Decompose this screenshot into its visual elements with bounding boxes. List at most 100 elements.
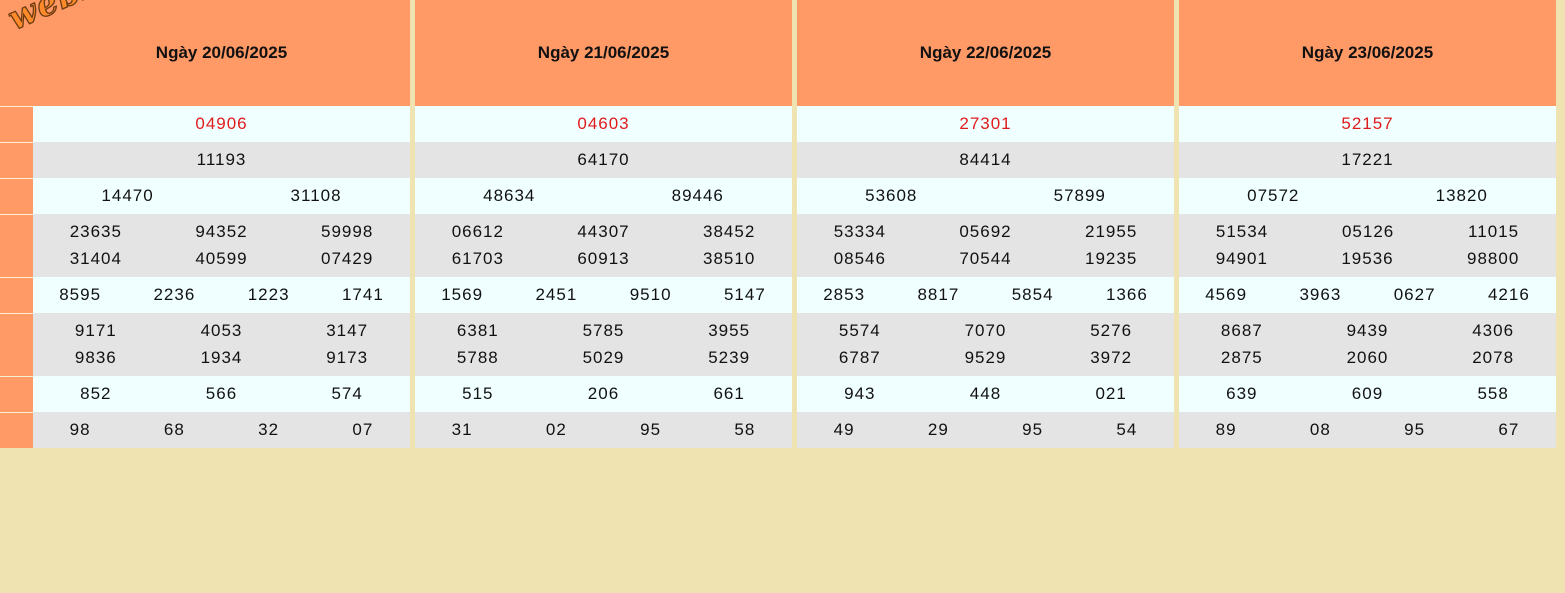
prize-number: 1741	[341, 285, 384, 304]
prize-number: 05692	[959, 222, 1012, 241]
prize-number: 9529	[964, 348, 1007, 367]
special-prize-row: 52157	[1179, 106, 1556, 142]
prize-number: 574	[331, 384, 363, 403]
seventh-prize-row: 98 68 32 07	[33, 412, 410, 448]
prize-number: 8687	[1220, 321, 1263, 340]
sixth-prize-label-cell	[0, 376, 33, 412]
prize-number: 06612	[451, 222, 504, 241]
prize-number: 2451	[535, 285, 578, 304]
prize-number: 31	[451, 420, 473, 439]
prize-number: 7070	[964, 321, 1007, 340]
prize-number: 94901	[1215, 249, 1268, 268]
prize-number: 609	[1351, 384, 1384, 403]
prize-number: 6787	[838, 348, 881, 367]
prize-number: 08	[1309, 420, 1331, 439]
fourth-prize-row: 8595 2236 1223 1741	[33, 277, 410, 313]
prize-number: 05126	[1341, 222, 1395, 241]
prize-number: 4306	[1472, 321, 1515, 340]
prize-number: 0627	[1393, 285, 1436, 304]
prize-number: 558	[1477, 384, 1509, 403]
sixth-prize-row: 515 206 661	[415, 376, 792, 412]
prize-number: 07	[352, 420, 374, 439]
prize-number: 32	[258, 420, 280, 439]
prize-number: 60913	[577, 249, 630, 268]
prize-number: 3972	[1090, 348, 1133, 367]
sixth-prize-row: 639 609 558	[1179, 376, 1556, 412]
prize-number: 08546	[833, 249, 886, 268]
day-column: Ngày 23/06/2025 52157 17221 07572 13820 51534…	[1179, 0, 1556, 448]
prize-number: 5147	[723, 285, 766, 304]
prize-number: 04603	[577, 114, 630, 133]
fourth-prize-row: 4569 3963 0627 4216	[1179, 277, 1556, 313]
prize-number: 5276	[1090, 321, 1133, 340]
first-prize-row: 84414	[797, 142, 1174, 178]
third-prize-row: 51534 05126 11015 94901 19536 98800	[1179, 214, 1556, 277]
sixth-prize-row: 943 448 021	[797, 376, 1174, 412]
second-prize-row: 53608 57899	[797, 178, 1174, 214]
seventh-prize-row: 31 02 95 58	[415, 412, 792, 448]
second-prize-row: 07572 13820	[1179, 178, 1556, 214]
prize-number: 1223	[247, 285, 290, 304]
prize-number: 95	[1022, 420, 1044, 439]
prize-number: 98	[69, 420, 91, 439]
prize-number: 11193	[196, 150, 247, 169]
prize-number: 40599	[195, 249, 248, 268]
third-prize-row: 06612 44307 38452 61703 60913 38510	[415, 214, 792, 277]
prize-number: 661	[713, 384, 745, 403]
prize-number: 31108	[290, 186, 342, 205]
prize-number: 21955	[1085, 222, 1138, 241]
prize-number: 2060	[1346, 348, 1389, 367]
prize-number: 8817	[917, 285, 960, 304]
day-column: Ngày 22/06/2025 27301 84414 53608 57899 53334…	[797, 0, 1174, 448]
prize-number: 07572	[1247, 186, 1300, 205]
prize-number: 5574	[838, 321, 881, 340]
prize-number: 19235	[1085, 249, 1138, 268]
second-prize-row: 48634 89446	[415, 178, 792, 214]
special-prize-row: 27301	[797, 106, 1174, 142]
fifth-prize-row: 6381 5785 3955 5788 5029 5239	[415, 313, 792, 376]
prize-number: 89446	[671, 186, 724, 205]
special-prize-row: 04603	[415, 106, 792, 142]
prize-number: 07429	[321, 249, 374, 268]
second-prize-label-cell	[0, 178, 33, 214]
prize-number: 448	[969, 384, 1002, 403]
prize-number: 04906	[195, 114, 248, 133]
prize-number: 3963	[1299, 285, 1342, 304]
fifth-prize-label-cell	[0, 313, 33, 376]
prize-number: 31404	[69, 249, 122, 268]
seventh-prize-row: 49 29 95 54	[797, 412, 1174, 448]
prize-number: 95	[1404, 420, 1426, 439]
prize-number: 95	[640, 420, 662, 439]
prize-number: 67	[1498, 420, 1520, 439]
seventh-prize-label-cell	[0, 412, 33, 448]
fourth-prize-row: 2853 8817 5854 1366	[797, 277, 1174, 313]
prize-number: 14470	[101, 186, 154, 205]
prize-number: 1934	[200, 348, 243, 367]
prize-number: 61703	[451, 249, 504, 268]
prize-number: 2853	[823, 285, 866, 304]
prize-number: 98800	[1467, 249, 1520, 268]
prize-number: 021	[1095, 384, 1127, 403]
prize-number: 4569	[1205, 285, 1248, 304]
prize-number: 9173	[326, 348, 369, 367]
fourth-prize-label-cell	[0, 277, 33, 313]
prize-number: 9439	[1346, 321, 1389, 340]
prize-label-column	[0, 0, 33, 448]
first-prize-row: 11193	[33, 142, 410, 178]
fifth-prize-row: 8687 9439 4306 2875 2060 2078	[1179, 313, 1556, 376]
prize-number: 38510	[703, 249, 756, 268]
prize-number: 49	[833, 420, 855, 439]
column-divider	[410, 0, 415, 448]
prize-number: 515	[462, 384, 494, 403]
prize-number: 53608	[865, 186, 918, 205]
prize-number: 44307	[577, 222, 630, 241]
prize-number: 852	[80, 384, 112, 403]
prize-number: 943	[844, 384, 876, 403]
day-date-header: Ngày 20/06/2025	[33, 0, 410, 106]
prize-number: 566	[205, 384, 238, 403]
first-prize-label-cell	[0, 142, 33, 178]
third-prize-label-cell	[0, 214, 33, 277]
prize-number: 2875	[1220, 348, 1263, 367]
prize-number: 1366	[1105, 285, 1148, 304]
